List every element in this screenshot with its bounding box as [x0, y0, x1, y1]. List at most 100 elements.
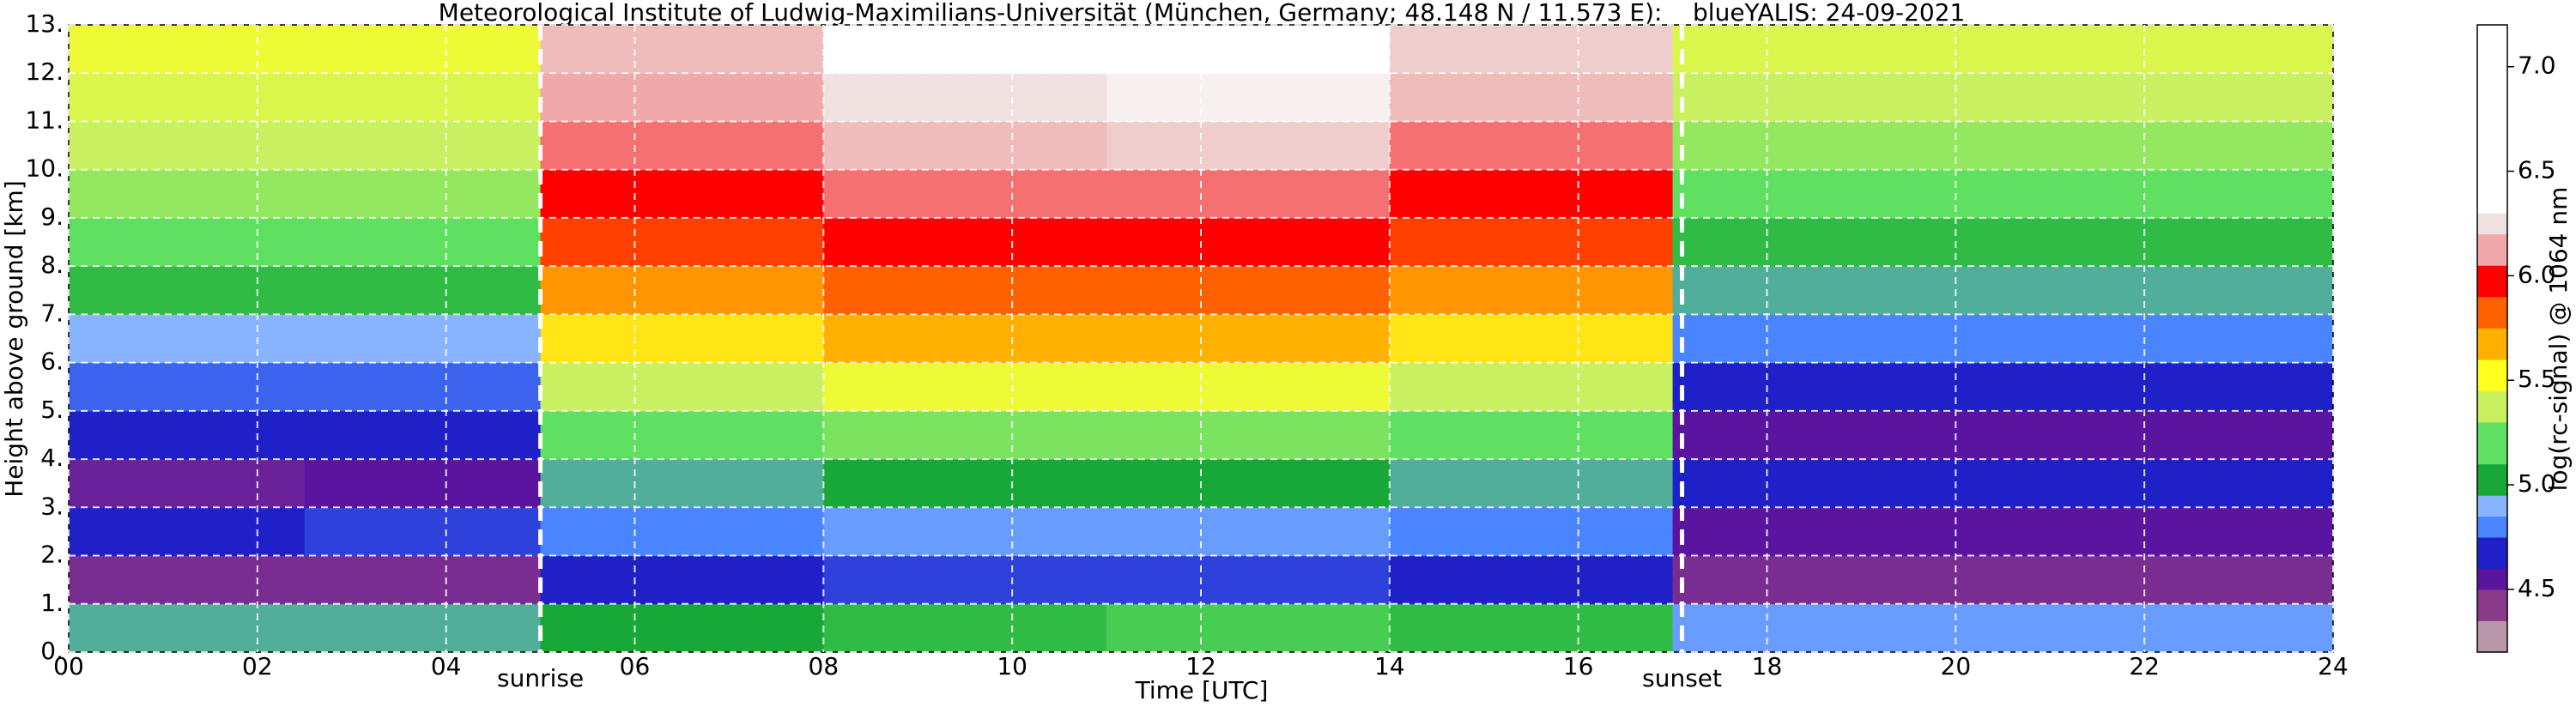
x-tick-label: 04 — [431, 652, 462, 680]
colorbar-tick-label: 7.0 — [2518, 51, 2556, 80]
heatmap-cell — [1389, 603, 1674, 653]
heatmap-cell — [304, 603, 542, 653]
heatmap-cell — [823, 507, 1107, 557]
heatmap-cell — [2003, 362, 2334, 412]
colorbar-segment — [2477, 536, 2507, 570]
colorbar-segment — [2477, 265, 2507, 298]
heatmap-cell — [540, 362, 824, 412]
heatmap-cell — [540, 266, 824, 315]
y-tick-label: 10. — [25, 154, 64, 183]
colorbar-label: log(rc-signal) @ 1064 nm — [2544, 187, 2573, 492]
heatmap-cell — [2003, 603, 2334, 653]
colorbar-segment — [2477, 568, 2507, 590]
x-tick-label: 22 — [2129, 652, 2160, 680]
y-tick-label: 8. — [40, 251, 64, 279]
heatmap-cell — [304, 410, 542, 460]
y-tick-label: 4. — [40, 444, 64, 472]
heatmap-cell — [1672, 362, 2003, 412]
x-tick-label: 02 — [242, 652, 273, 680]
heatmap-cell — [2003, 507, 2334, 557]
y-tick-label: 0. — [40, 637, 64, 665]
colorbar-segment — [2477, 328, 2507, 360]
heatmap-cell — [1389, 266, 1674, 315]
heatmap-cell — [69, 73, 306, 122]
x-tick-label: 12 — [1185, 652, 1216, 680]
colorbar-segment — [2477, 463, 2507, 496]
heatmap-cell — [823, 266, 1107, 315]
heatmap-cell — [1389, 25, 1674, 74]
heatmap-cell — [69, 25, 306, 74]
colorbar-frame — [2476, 24, 2508, 653]
colorbar-tick-label: 6.0 — [2518, 260, 2556, 288]
heatmap-cell — [1106, 73, 1391, 122]
heatmap-cell — [304, 507, 542, 557]
heatmap-cell — [2003, 459, 2334, 508]
heatmap-cell — [304, 25, 542, 74]
heatmap-cell — [1106, 25, 1391, 74]
heatmap-cell — [69, 410, 306, 460]
heatmap-cell — [1106, 410, 1391, 460]
colorbar-segment — [2477, 213, 2507, 235]
heatmap-cell — [1389, 314, 1674, 364]
heatmap-cell — [1672, 459, 2003, 508]
y-tick-label: 11. — [25, 106, 64, 134]
heatmap-cell — [823, 459, 1107, 508]
heatmap-cell — [2003, 121, 2334, 171]
heatmap-cell — [1672, 603, 2003, 653]
heatmap-cell — [1389, 362, 1674, 412]
x-tick-label: 20 — [1941, 652, 1972, 680]
heatmap-cell — [1106, 603, 1391, 653]
y-tick-label: 2. — [40, 541, 64, 569]
heatmap-cell — [540, 603, 824, 653]
heatmap-cell — [540, 314, 824, 364]
heatmap-cell — [69, 217, 306, 267]
x-tick-label: 16 — [1563, 652, 1594, 680]
colorbar-tick-label: 5.0 — [2518, 469, 2556, 498]
colorbar-segment — [2477, 495, 2507, 517]
heatmap-cell — [823, 603, 1107, 653]
x-tick-label: 18 — [1752, 652, 1783, 680]
heatmap-cell — [540, 73, 824, 122]
y-tick-label: 1. — [40, 589, 64, 617]
heatmap-cell — [69, 266, 306, 315]
heatmap-cell — [540, 121, 824, 171]
heatmap-cell — [823, 217, 1107, 267]
heatmap-cell — [1106, 362, 1391, 412]
heatmap-cell — [304, 217, 542, 267]
heatmap-cell — [1672, 314, 2003, 364]
heatmap-cell — [1106, 217, 1391, 267]
heatmap-cell — [1389, 459, 1674, 508]
heatmap-cell — [823, 362, 1107, 412]
heatmap-cell — [69, 362, 306, 412]
heatmap-cell — [540, 410, 824, 460]
heatmap-cell — [1672, 25, 2003, 74]
heatmap-cell — [304, 73, 542, 122]
colorbar-segment — [2477, 359, 2507, 391]
heatmap-cell — [2003, 410, 2334, 460]
heatmap-cell — [1389, 410, 1674, 460]
heatmap-cell — [1389, 121, 1674, 171]
heatmap-cell — [304, 169, 542, 219]
heatmap-cell — [69, 314, 306, 364]
heatmap-cell — [1672, 507, 2003, 557]
heatmap-cell — [1106, 507, 1391, 557]
heatmap-cell — [1106, 459, 1391, 508]
colorbar-tick-label: 4.5 — [2518, 574, 2556, 602]
heatmap-cell — [1106, 555, 1391, 605]
heatmap-cell — [540, 507, 824, 557]
heatmap-cell — [823, 555, 1107, 605]
x-tick-label: 00 — [53, 652, 84, 680]
annotation-label: sunrise — [497, 664, 584, 692]
heatmap-cell — [1389, 555, 1674, 605]
heatmap-cell — [69, 555, 306, 605]
heatmap-cell — [1672, 266, 2003, 315]
heatmap-cell — [2003, 217, 2334, 267]
heatmap-cell — [69, 603, 306, 653]
y-tick-label: 5. — [40, 396, 64, 424]
y-tick-label: 9. — [40, 202, 64, 231]
heatmap-cell — [1672, 169, 2003, 219]
heatmap-cell — [1672, 555, 2003, 605]
heatmap-cell — [2003, 314, 2334, 364]
heatmap-cell — [540, 459, 824, 508]
